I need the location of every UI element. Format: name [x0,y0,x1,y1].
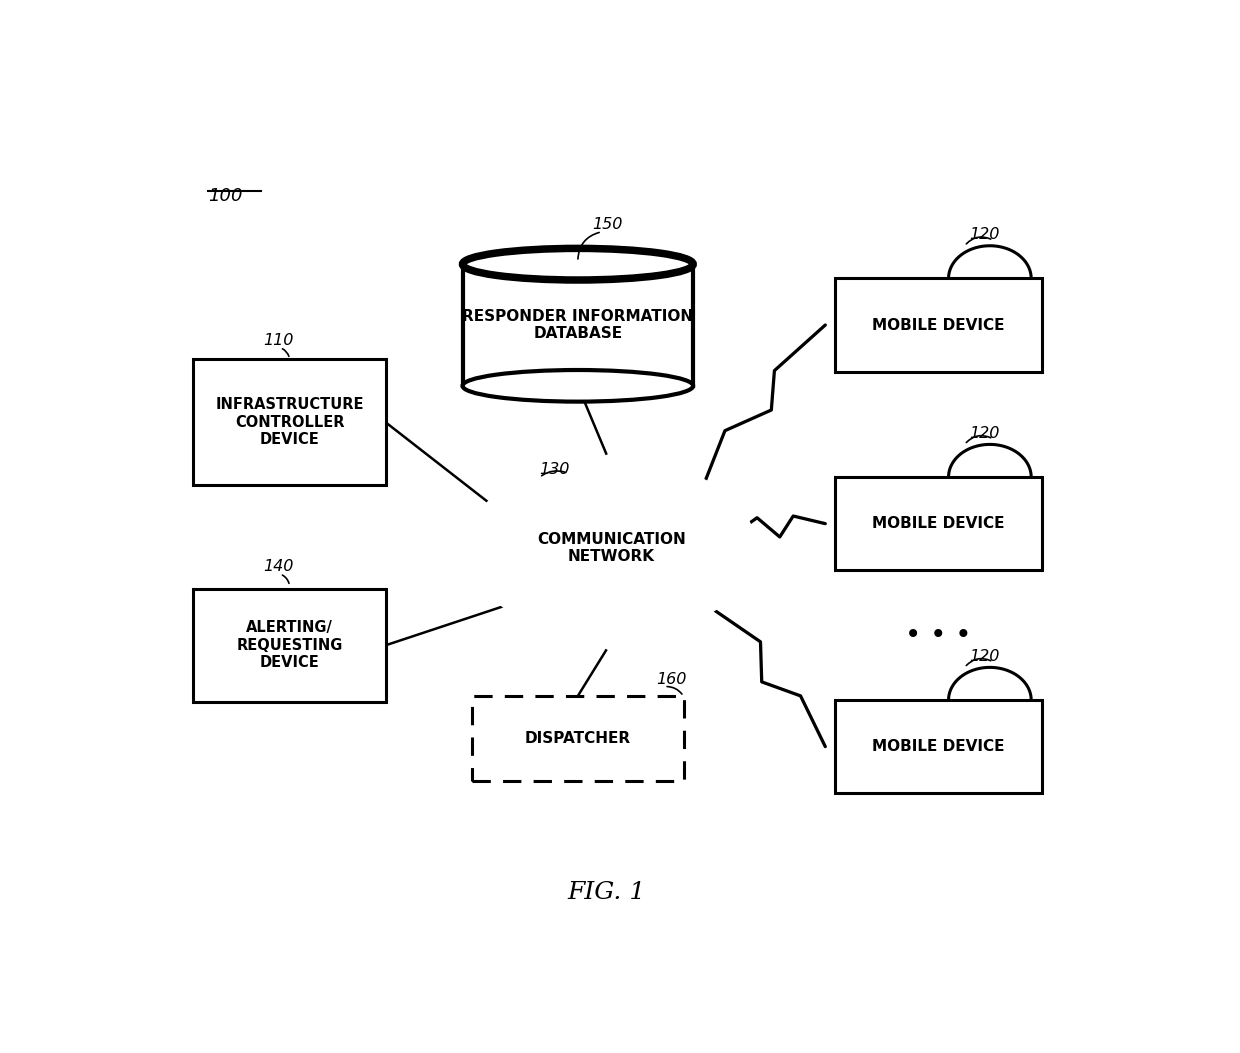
Text: 110: 110 [264,333,294,347]
Text: 120: 120 [970,226,999,242]
Text: DISPATCHER: DISPATCHER [525,731,631,746]
Bar [463,264,693,385]
Text: 120: 120 [970,425,999,440]
Circle shape [516,524,573,573]
Text: FIG. 1: FIG. 1 [568,881,646,905]
Circle shape [650,530,707,577]
Circle shape [564,472,636,533]
Bar [472,696,683,781]
Text: 140: 140 [264,559,294,574]
Circle shape [539,501,596,550]
Text: 120: 120 [970,649,999,663]
Ellipse shape [463,249,693,280]
Text: 100: 100 [208,187,242,205]
Text: RESPONDER INFORMATION
DATABASE: RESPONDER INFORMATION DATABASE [463,309,693,341]
Circle shape [606,475,672,530]
Text: • • •: • • • [905,621,971,649]
Ellipse shape [463,370,693,401]
Circle shape [644,497,701,544]
Text: 150: 150 [593,217,622,232]
Text: 160: 160 [657,672,687,687]
Text: 130: 130 [539,462,569,477]
Bar [193,359,386,485]
Ellipse shape [467,459,755,637]
Bar [835,700,1042,793]
Text: ALERTING/
REQUESTING
DEVICE: ALERTING/ REQUESTING DEVICE [237,620,342,670]
Bar [835,477,1042,571]
Circle shape [544,555,596,598]
Text: MOBILE DEVICE: MOBILE DEVICE [872,739,1004,754]
Bar [835,278,1042,372]
Bar [193,589,386,702]
Text: MOBILE DEVICE: MOBILE DEVICE [872,318,1004,333]
Text: INFRASTRUCTURE
CONTROLLER
DEVICE: INFRASTRUCTURE CONTROLLER DEVICE [216,397,363,448]
Text: MOBILE DEVICE: MOBILE DEVICE [872,516,1004,531]
Text: COMMUNICATION
NETWORK: COMMUNICATION NETWORK [537,532,686,564]
Circle shape [578,564,635,613]
Circle shape [624,557,681,605]
